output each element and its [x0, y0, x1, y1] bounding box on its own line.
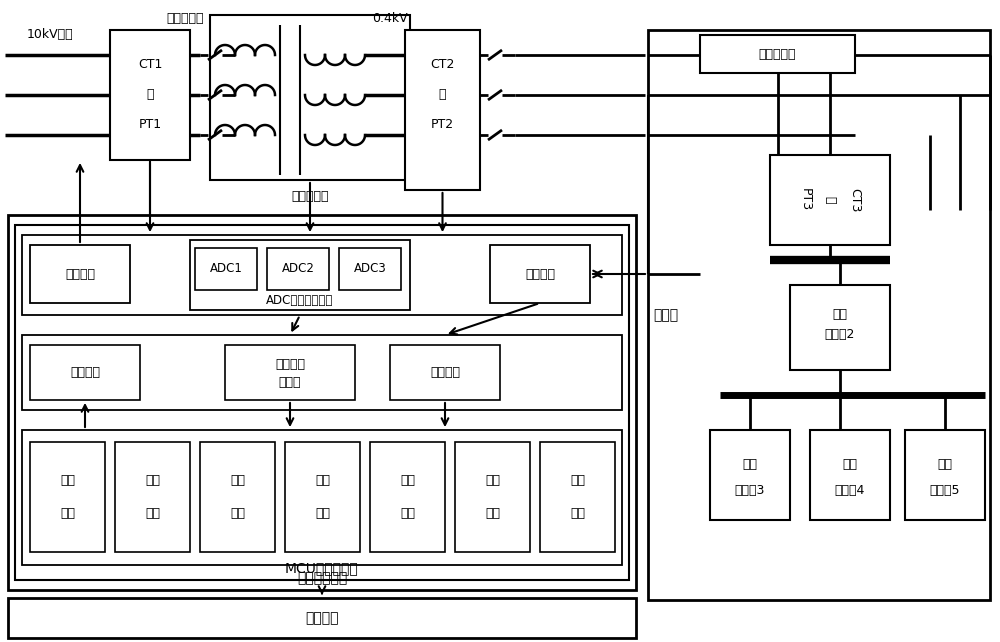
Text: 分支: 分支: [832, 309, 848, 322]
Bar: [15, 225, 629, 580]
Bar: [200, 442, 275, 552]
Text: 和: 和: [439, 89, 446, 101]
Text: 高压: 高压: [315, 474, 330, 487]
Text: 分支: 分支: [485, 474, 500, 487]
Bar: [648, 30, 990, 600]
Text: CT2: CT2: [430, 58, 455, 71]
Bar: [370, 442, 445, 552]
Text: 同步: 同步: [230, 474, 245, 487]
Text: ADC1: ADC1: [210, 263, 242, 275]
Text: 高压: 高压: [60, 474, 75, 487]
Text: 测量: 测量: [230, 507, 245, 520]
Text: 断路器5: 断路器5: [930, 483, 960, 496]
Text: 保护: 保护: [60, 507, 75, 520]
Text: 边缘计算装置: 边缘计算装置: [297, 571, 347, 585]
Bar: [490, 245, 590, 303]
Text: MCU多任务平台: MCU多任务平台: [285, 561, 359, 575]
Text: 配电变压器: 配电变压器: [291, 189, 329, 202]
Text: 计量: 计量: [315, 507, 330, 520]
Bar: [22, 235, 622, 315]
Bar: [810, 430, 890, 520]
Text: 通信采样: 通信采样: [525, 268, 555, 281]
Text: PT1: PT1: [138, 119, 162, 132]
Bar: [210, 15, 410, 180]
Bar: [339, 248, 401, 290]
Text: 实时: 实时: [570, 474, 585, 487]
Text: 控制接口: 控制接口: [65, 268, 95, 281]
Text: 计量: 计量: [485, 507, 500, 520]
Text: 保护驱动: 保护驱动: [70, 366, 100, 379]
Text: 保护与测: 保护与测: [275, 358, 305, 371]
Bar: [190, 240, 410, 310]
Bar: [285, 442, 360, 552]
Text: 断路器3: 断路器3: [735, 483, 765, 496]
Bar: [8, 215, 636, 590]
Bar: [267, 248, 329, 290]
Bar: [790, 285, 890, 370]
Text: 0.4kV: 0.4kV: [372, 12, 408, 24]
Text: 计量数据: 计量数据: [430, 366, 460, 379]
Text: 高压断路器: 高压断路器: [166, 12, 204, 24]
Text: 和: 和: [146, 89, 154, 101]
Text: 计量: 计量: [400, 507, 415, 520]
Bar: [30, 245, 130, 303]
Text: 和: 和: [824, 196, 836, 204]
Bar: [30, 345, 140, 400]
Bar: [225, 345, 355, 400]
Bar: [905, 430, 985, 520]
Bar: [22, 335, 622, 410]
Text: 保护: 保护: [145, 507, 160, 520]
Bar: [8, 598, 636, 638]
Bar: [710, 430, 790, 520]
Bar: [110, 30, 190, 160]
Text: 差动: 差动: [145, 474, 160, 487]
Text: ADC3: ADC3: [354, 263, 386, 275]
Text: 线损: 线损: [570, 507, 585, 520]
Bar: [700, 35, 855, 73]
Bar: [195, 248, 257, 290]
Bar: [30, 442, 105, 552]
Bar: [540, 442, 615, 552]
Text: 断路器2: 断路器2: [825, 329, 855, 342]
Bar: [455, 442, 530, 552]
Text: ADC同步采样模块: ADC同步采样模块: [266, 293, 334, 306]
Text: PT2: PT2: [431, 119, 454, 132]
Text: 低压: 低压: [400, 474, 415, 487]
Text: 配电柜: 配电柜: [653, 308, 679, 322]
Text: 10kV线路: 10kV线路: [27, 28, 73, 42]
Text: 智能断路器: 智能断路器: [759, 48, 796, 60]
Bar: [405, 30, 480, 190]
Text: 监测主站: 监测主站: [305, 611, 339, 625]
Text: PT3: PT3: [798, 189, 812, 212]
Bar: [115, 442, 190, 552]
Text: 分支: 分支: [742, 458, 758, 471]
Bar: [770, 155, 890, 245]
Text: CT1: CT1: [138, 58, 162, 71]
Text: ADC2: ADC2: [282, 263, 314, 275]
Text: 断路器4: 断路器4: [835, 483, 865, 496]
Text: CT3: CT3: [848, 188, 862, 213]
Text: 分支: 分支: [938, 458, 952, 471]
Text: 量数据: 量数据: [279, 376, 301, 389]
Text: 分支: 分支: [842, 458, 858, 471]
Bar: [22, 430, 622, 565]
Bar: [390, 345, 500, 400]
